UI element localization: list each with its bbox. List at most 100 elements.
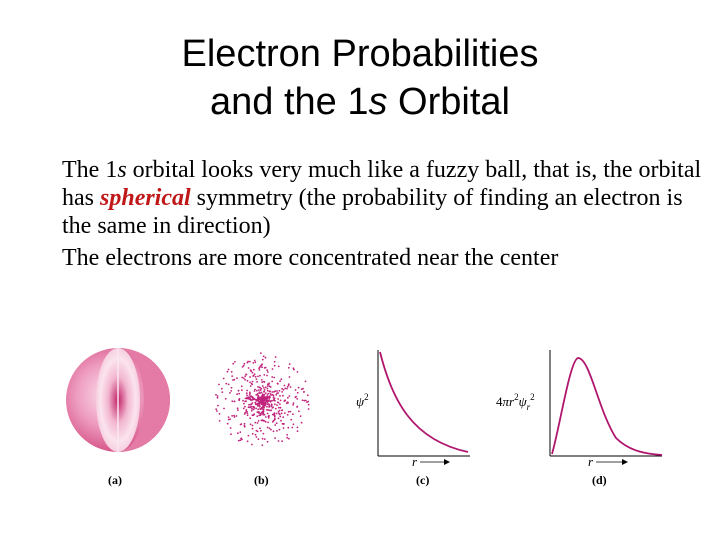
probability-dot (251, 371, 254, 374)
probability-dot (216, 396, 219, 399)
probability-dot (246, 440, 249, 443)
probability-dot (264, 392, 267, 394)
probability-dot (255, 403, 258, 406)
probability-dot (245, 392, 248, 395)
probability-dot (267, 403, 270, 405)
probability-dot (306, 401, 308, 404)
probability-dot (229, 392, 231, 394)
probability-dot (226, 370, 229, 373)
probability-dot (242, 407, 245, 410)
orbital-figure: ψ2 r 4πr2ψr2 r (a) (b) (c) (d) (66, 348, 663, 487)
probability-dot (246, 410, 248, 413)
probability-dot (224, 397, 227, 400)
slide-title: Electron Probabilities and the 1s Orbita… (0, 30, 720, 126)
probability-dot (243, 362, 246, 365)
paragraph-2: The electrons are more concentrated near… (62, 245, 559, 271)
probability-dot (246, 379, 249, 382)
probability-dot (244, 397, 247, 400)
probability-dot (287, 410, 290, 413)
probability-dot (274, 424, 277, 426)
probability-dot (263, 390, 265, 393)
probability-dot (257, 389, 260, 391)
probability-dot (279, 399, 282, 402)
probability-dot (237, 432, 239, 435)
plot-c-curve (379, 351, 469, 453)
probability-dot (261, 395, 263, 397)
probability-dot (253, 390, 256, 392)
probability-dot (215, 408, 218, 411)
probability-dot (236, 377, 238, 380)
probability-dot (266, 396, 269, 398)
probability-dot (288, 376, 291, 378)
probability-dot (275, 393, 278, 396)
probability-dot (267, 409, 270, 411)
probability-dot (292, 402, 295, 404)
probability-dot (244, 411, 247, 414)
probability-dot (249, 376, 252, 378)
probability-dot (257, 401, 260, 403)
probability-dot (249, 396, 251, 399)
probability-dot (282, 388, 285, 391)
probability-dot (273, 364, 276, 367)
probability-dot (261, 411, 263, 413)
probability-dot (275, 422, 278, 425)
probability-dot (255, 407, 257, 410)
title-line-2-prefix: and the 1 (210, 81, 369, 123)
probability-dot (256, 380, 258, 383)
probability-dot (281, 409, 284, 412)
probability-dot (286, 385, 289, 388)
probability-dot (288, 395, 291, 397)
probability-dot (280, 412, 283, 415)
probability-dot (301, 399, 304, 402)
probability-dot (216, 395, 219, 397)
probability-dot (257, 375, 259, 378)
probability-dot (238, 392, 241, 395)
probability-dot (294, 396, 297, 399)
probability-dot (250, 409, 253, 412)
para1-text-2: orbital looks very much like a fuzzy bal… (62, 157, 702, 211)
probability-dot (266, 409, 268, 411)
probability-dot (252, 397, 255, 400)
probability-dot (266, 389, 269, 392)
probability-dot (249, 360, 251, 363)
probability-dot (287, 396, 289, 399)
probability-dot (247, 397, 250, 400)
probability-dot (276, 430, 278, 432)
probability-dot (268, 395, 271, 397)
plot-c-arrowhead (444, 459, 450, 465)
probability-dot (222, 377, 225, 380)
probability-dot (231, 375, 234, 377)
probability-dot (296, 426, 299, 429)
probability-dot (241, 376, 244, 379)
probability-dot (264, 420, 267, 423)
probability-dot (268, 382, 270, 385)
probability-dot (253, 359, 256, 362)
probability-dot (303, 399, 306, 402)
probability-dot (246, 397, 248, 400)
probability-dot (266, 374, 268, 377)
probability-dot (262, 408, 265, 411)
probability-dot (233, 400, 236, 403)
probability-dot (251, 380, 254, 383)
probability-dot (251, 427, 254, 430)
probability-dot (297, 386, 300, 389)
probability-dot (271, 391, 274, 393)
probability-dot (230, 390, 233, 392)
probability-dot (257, 420, 260, 422)
probability-dot (276, 404, 278, 406)
probability-dot (281, 387, 283, 390)
probability-dot (231, 415, 234, 417)
probability-dot (260, 419, 263, 422)
probability-dot (258, 386, 261, 389)
probability-dot (254, 361, 257, 364)
probability-dot (263, 420, 266, 422)
probability-dot (229, 427, 232, 429)
probability-dot (273, 417, 276, 420)
probability-dot (260, 407, 263, 410)
probability-dot (215, 393, 217, 396)
probability-dot (266, 401, 269, 404)
electron-dot-cloud (215, 352, 310, 447)
probability-dot (266, 412, 269, 415)
probability-dot (276, 401, 279, 404)
probability-dot (249, 403, 252, 406)
